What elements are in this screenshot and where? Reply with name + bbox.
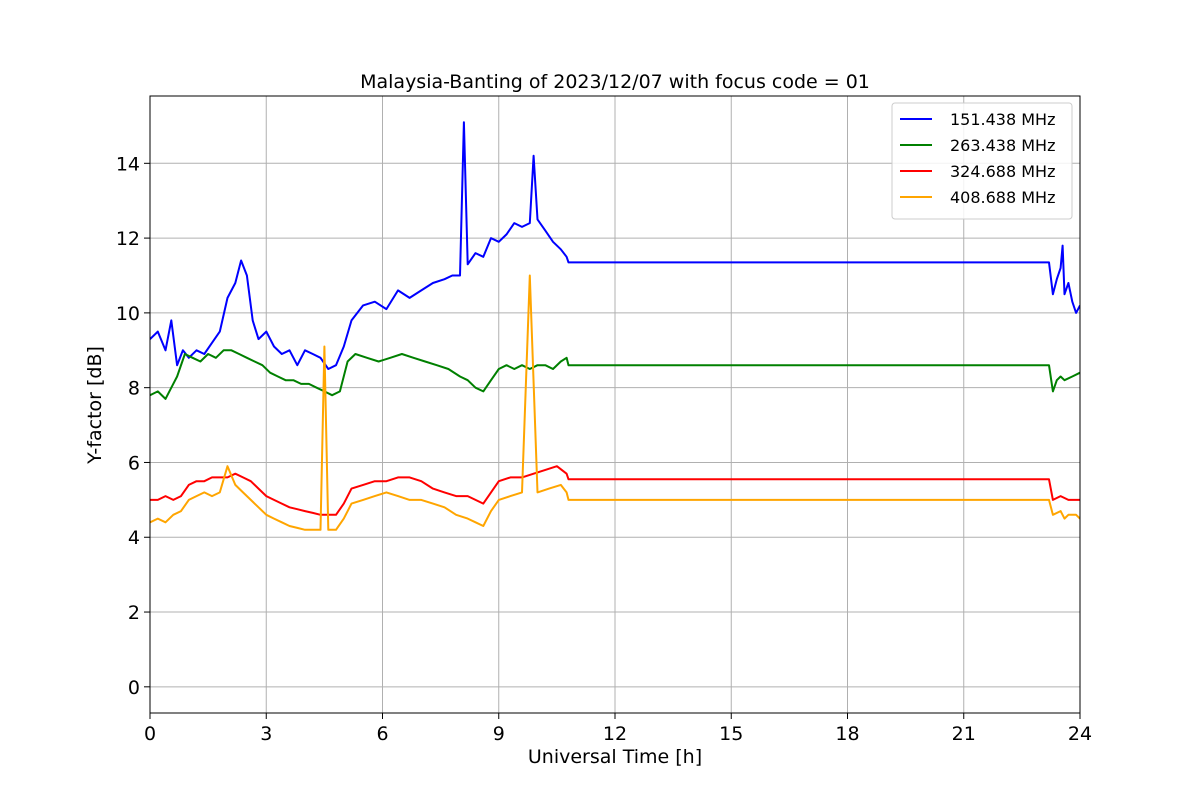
y-tick-label: 12 [116, 228, 140, 250]
series-line-3 [150, 465, 1080, 516]
legend: 151.438 MHz 263.438 MHz 324.688 MHz 408.688… [891, 102, 1073, 220]
x-tick-label: 12 [603, 723, 627, 745]
y-tick-label: 0 [128, 677, 140, 699]
y-tick-label: 8 [128, 378, 140, 400]
x-tick-label: 9 [493, 723, 505, 745]
x-tick-label: 3 [260, 723, 272, 745]
x-axis-title: Universal Time [h] [528, 746, 702, 768]
chart-title: Malaysia-Banting of 2023/12/07 with focu… [360, 71, 870, 93]
y-tick-label: 4 [128, 527, 140, 549]
series-line-4 [150, 274, 1080, 531]
x-tick-label: 24 [1068, 723, 1092, 745]
legend-label: 324.688 MHz [950, 162, 1055, 181]
y-tick-label: 10 [116, 303, 140, 325]
x-tick-label: 21 [952, 723, 976, 745]
legend-label: 151.438 MHz [950, 110, 1055, 129]
legend-label: 408.688 MHz [950, 188, 1055, 207]
series-layer [150, 121, 1080, 531]
x-tick-label: 18 [835, 723, 859, 745]
series-line-1 [150, 121, 1080, 370]
legend-label: 263.438 MHz [950, 136, 1055, 155]
x-tick-label: 6 [376, 723, 388, 745]
x-tick-label: 0 [144, 723, 156, 745]
x-tick-label: 15 [719, 723, 743, 745]
legend-box [891, 102, 1073, 220]
series-line-2 [150, 349, 1080, 400]
y-tick-label: 14 [116, 153, 140, 175]
y-tick-label: 6 [128, 452, 140, 474]
y-axis-title: Y-factor [dB] [84, 346, 106, 465]
y-tick-label: 2 [128, 602, 140, 624]
